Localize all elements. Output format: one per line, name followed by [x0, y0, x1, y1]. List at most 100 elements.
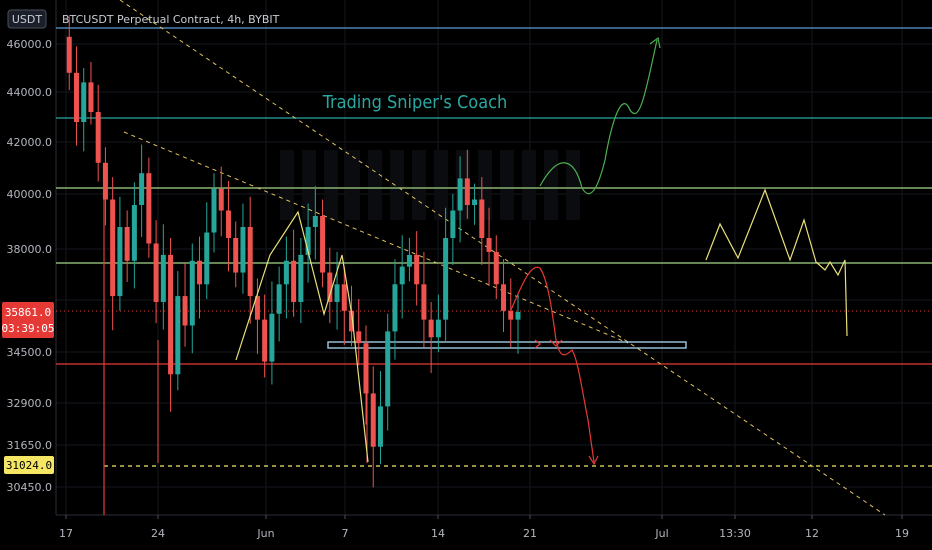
- chart-grid: [55, 0, 932, 516]
- candlesticks: [66, 16, 521, 488]
- candle-body: [168, 254, 174, 375]
- bearish-arrow-small: [549, 339, 563, 347]
- watermark-block: [434, 150, 448, 220]
- x-tick-label: 12: [805, 527, 819, 540]
- candle-body: [204, 232, 210, 285]
- candle-body: [377, 406, 383, 447]
- watermark-block: [544, 150, 558, 220]
- candle-body: [414, 254, 420, 285]
- candle-body: [356, 331, 362, 344]
- watermark-block: [500, 150, 514, 220]
- candle-body: [218, 188, 224, 211]
- candle-body: [493, 251, 499, 285]
- trendline-short: [123, 131, 629, 344]
- y-tick-label: 44000.0: [7, 86, 53, 99]
- bullish-projection: [539, 39, 658, 195]
- candle-body: [334, 284, 340, 302]
- bearish-arrowhead: [588, 455, 599, 466]
- candle-body: [399, 266, 405, 285]
- trendline-long: [119, 0, 886, 516]
- trendlines: [119, 0, 886, 516]
- watermark-block: [390, 150, 404, 220]
- x-axis: 17 24 Jun 7 14 21 Jul 13:30 12 19: [59, 515, 909, 540]
- y-tick-label: 46000.0: [7, 38, 53, 51]
- candle-body: [233, 238, 239, 273]
- currency-badge-label: USDT: [12, 13, 43, 26]
- watermark-text: Trading Sniper's Coach: [322, 92, 508, 113]
- candle-body: [95, 112, 101, 163]
- x-tick-label: 7: [342, 527, 349, 540]
- candle-body: [110, 199, 116, 297]
- candle-body: [262, 319, 268, 362]
- candle-body: [269, 313, 275, 362]
- y-tick-label: 42000.0: [7, 136, 53, 149]
- watermark-block: [324, 150, 338, 220]
- candle-body: [406, 254, 412, 267]
- candle-body: [102, 162, 108, 200]
- candle-body: [327, 272, 333, 302]
- x-tick-label: 19: [895, 527, 909, 540]
- candle-body: [298, 254, 304, 302]
- candle-body: [349, 310, 355, 332]
- level-price-badge: 31024.0: [4, 456, 54, 474]
- support-zone: [327, 341, 687, 349]
- candle-body: [291, 260, 297, 302]
- y-axis: 46000.0 44000.0 42000.0 40000.0 38000.0 34500…: [7, 38, 53, 494]
- candle-body: [385, 331, 391, 407]
- candle-body: [153, 243, 159, 302]
- currency-badge[interactable]: [7, 9, 47, 29]
- candle-body: [211, 188, 217, 233]
- y-tick-label: 40000.0: [7, 188, 53, 201]
- y-tick-label: 38000.0: [7, 243, 53, 256]
- chart-header: USDT BTCUSDT Perpetual Contract, 4h, BYB…: [7, 9, 280, 29]
- candle-body: [66, 36, 72, 73]
- x-tick-label: 21: [523, 527, 537, 540]
- x-tick-label: 14: [431, 527, 445, 540]
- y-tick-label: 31650.0: [7, 439, 53, 452]
- candle-body: [443, 238, 449, 320]
- candle-body: [73, 72, 79, 122]
- candle-body: [457, 178, 463, 211]
- candle-body: [486, 238, 492, 252]
- candle-body: [421, 284, 427, 320]
- candle-body: [160, 254, 166, 302]
- candle-body: [117, 227, 123, 297]
- countdown-label: 03:39:05: [2, 322, 55, 335]
- candle-body: [515, 311, 521, 320]
- x-tick-label: Jul: [654, 527, 668, 540]
- candle-body: [88, 82, 94, 112]
- x-tick-label: 24: [151, 527, 165, 540]
- candle-body: [146, 173, 152, 244]
- current-price-badge: 35861.0 03:39:05: [2, 302, 55, 338]
- candle-body: [464, 178, 470, 205]
- current-price-label: 35861.0: [5, 306, 51, 319]
- candle-body: [370, 393, 376, 447]
- candle-body: [197, 260, 203, 285]
- bearish-projection: [509, 266, 595, 463]
- candle-body: [341, 284, 347, 311]
- candle-body: [139, 173, 145, 205]
- candle-body: [254, 296, 260, 320]
- candle-body: [225, 210, 231, 238]
- candle-body: [479, 199, 485, 238]
- watermark-block: [412, 150, 426, 220]
- candle-body: [435, 319, 441, 338]
- watermark-block: [280, 150, 294, 220]
- candle-body: [131, 205, 137, 261]
- candle-body: [283, 260, 289, 285]
- projections: [235, 36, 848, 466]
- candle-body: [240, 227, 246, 273]
- watermark-grid: [280, 150, 580, 220]
- watermark-block: [566, 150, 580, 220]
- x-tick-label: Jun: [256, 527, 274, 540]
- candle-body: [124, 227, 130, 261]
- candle-body: [363, 343, 369, 394]
- candle-body: [305, 227, 311, 255]
- bullish-arrowhead: [649, 36, 661, 49]
- candle-body: [428, 319, 434, 338]
- support-zone-box: [327, 341, 687, 349]
- level-price-label: 31024.0: [6, 459, 52, 472]
- x-tick-label: 13:30: [719, 527, 751, 540]
- candle-body: [182, 296, 188, 326]
